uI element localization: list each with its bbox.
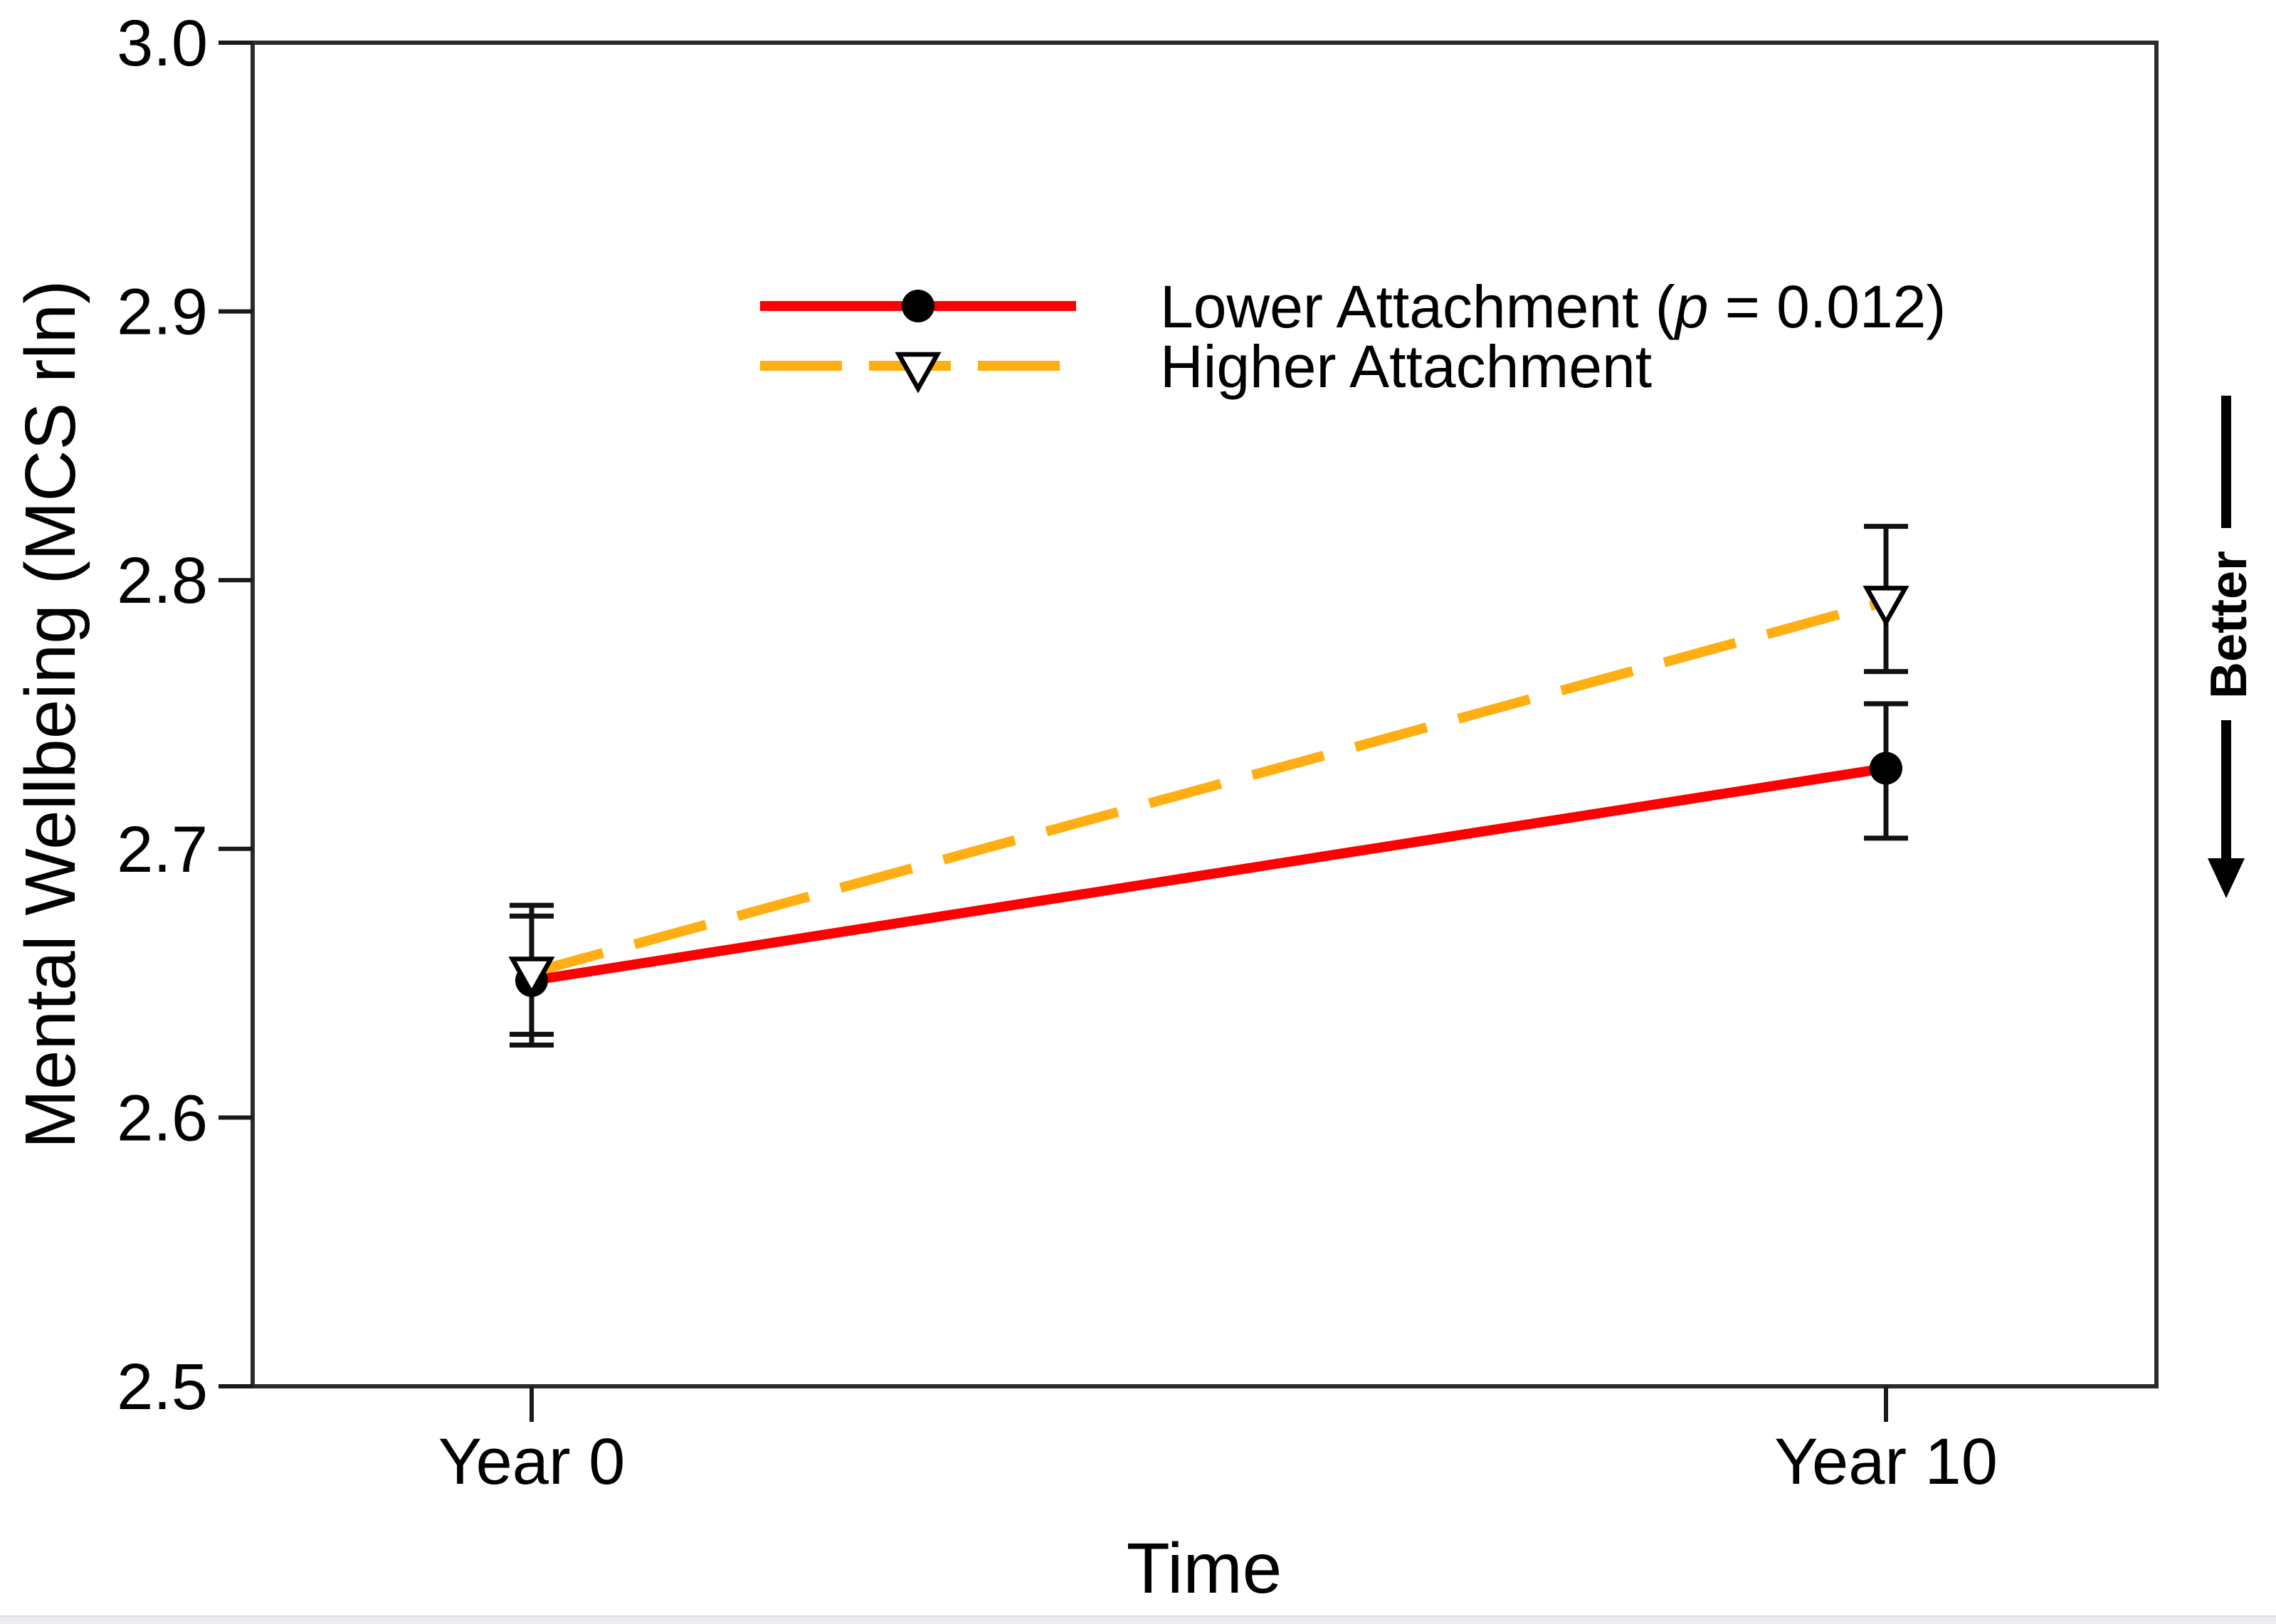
x-tick-label: Year 10 <box>1774 1425 1998 1498</box>
y-tick-label: 2.8 <box>117 544 208 617</box>
legend-marker-filled-circle <box>902 290 934 322</box>
legend-label-higher-attachment: Higher Attachment <box>1160 333 1652 400</box>
y-tick-label: 2.5 <box>117 1351 208 1423</box>
legend-label-lower-attachment-p-0-012: Lower Attachment (p = 0.012) <box>1160 273 1946 340</box>
marker-open-triangle-down <box>1863 586 1909 628</box>
bottom-window-strip <box>0 1615 2276 1624</box>
y-tick-label: 2.6 <box>117 1082 208 1154</box>
marker-open-triangle-down <box>508 956 555 998</box>
series-line-higher-attachment <box>530 596 1887 978</box>
series-line-lower-attachment-p-0-012 <box>530 763 1887 986</box>
plot-border <box>251 41 2159 1388</box>
x-axis: Year 0 Year 10 <box>438 1386 1998 1498</box>
y-tick-label: 2.9 <box>117 276 208 349</box>
better-label: Better <box>2201 551 2257 699</box>
y-axis-title: Mental Wellbeing (MCS rln) <box>11 280 90 1149</box>
y-axis: 3.0 2.9 2.8 2.7 2.6 2.5 <box>117 7 253 1423</box>
better-annotation: Better <box>2201 396 2257 898</box>
y-tick-label: 3.0 <box>117 7 208 80</box>
marker-filled-circle <box>1870 752 1902 785</box>
x-tick-label: Year 0 <box>438 1425 626 1498</box>
x-axis-title: Time <box>1127 1529 1282 1608</box>
series-layer <box>508 524 1909 1048</box>
better-arrow-head <box>2208 858 2245 898</box>
legend-marker-open-triangle-down <box>895 352 942 394</box>
y-tick-label: 2.7 <box>117 813 208 886</box>
legend: Lower Attachment (p = 0.012)Higher Attac… <box>760 273 1946 400</box>
